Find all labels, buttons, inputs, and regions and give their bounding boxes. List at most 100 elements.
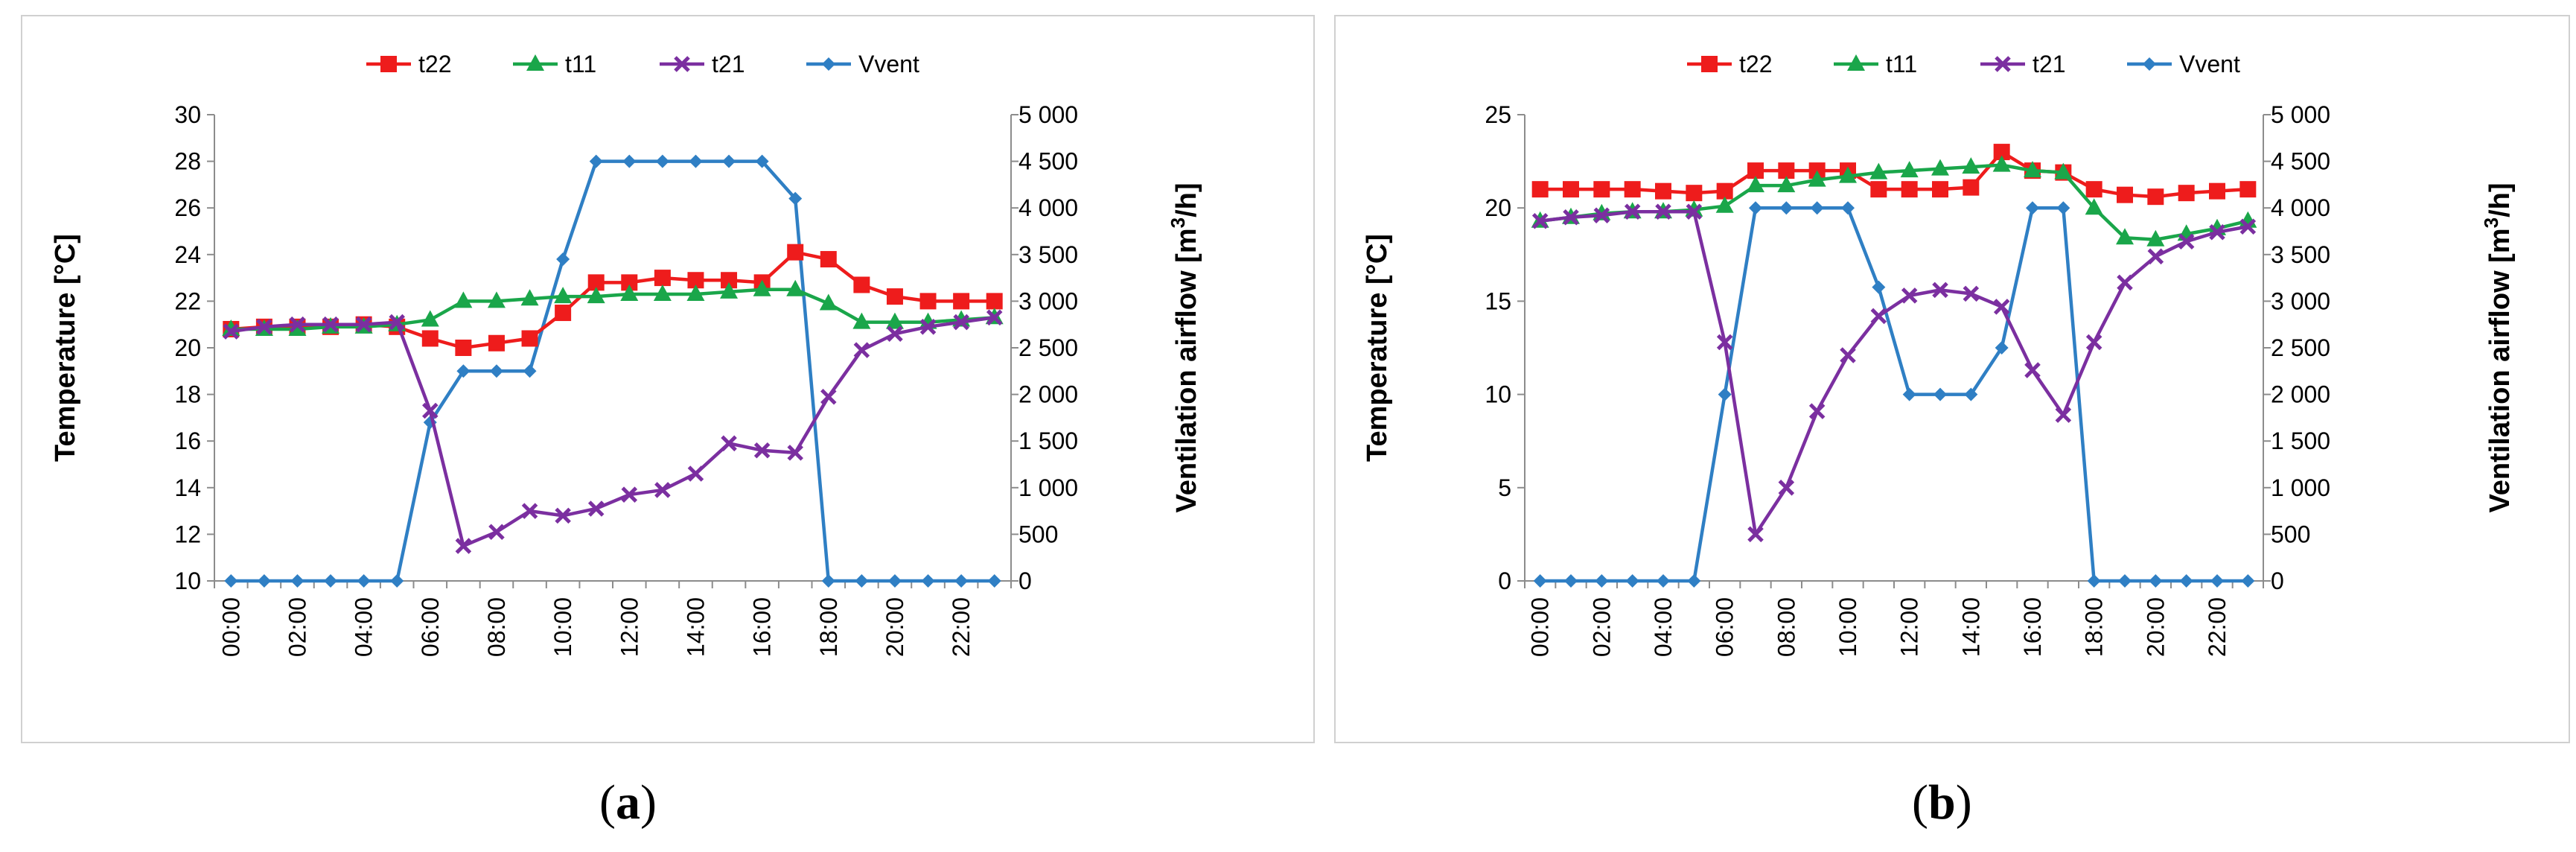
data-point-t22	[1993, 144, 2010, 161]
x-tick-label: 04:00	[1650, 597, 1677, 657]
data-point-t11	[2054, 162, 2073, 179]
data-point-t21	[2055, 407, 2072, 423]
x-tick-label: 12:00	[1896, 597, 1923, 657]
data-point-Vvent	[954, 574, 969, 588]
data-point-t11	[653, 284, 672, 302]
data-point-Vvent	[1533, 574, 1547, 588]
x-tick-label: 00:00	[1527, 597, 1554, 657]
y-axis-title: Temperature [°C]	[1362, 234, 1393, 462]
data-point-t22	[421, 330, 439, 347]
data-point-t11	[487, 291, 506, 308]
data-point-t11	[720, 282, 739, 299]
data-point-t22	[587, 274, 605, 291]
x-tick-label: 16:00	[749, 597, 776, 657]
data-point-t21	[621, 486, 638, 503]
data-point-t22	[1870, 181, 1887, 198]
data-point-t11	[819, 293, 838, 311]
data-point-t11	[786, 279, 805, 296]
y2-tick-label: 2 000	[2271, 381, 2330, 408]
data-point-t21	[2178, 233, 2195, 250]
y-tick-label: 18	[174, 381, 201, 408]
data-point-t21	[555, 507, 571, 524]
legend-label-t22: t22	[1739, 51, 1772, 77]
data-point-t21	[1993, 299, 2010, 315]
series-t21	[223, 309, 1003, 554]
legend-marker-t11	[1847, 54, 1865, 71]
y2-tick-label: 1 000	[1018, 474, 1078, 501]
data-point-t22	[455, 340, 472, 356]
y2-tick-label: 3 500	[1018, 241, 1078, 268]
x-tick-label: 14:00	[1957, 597, 1984, 657]
data-point-t11	[885, 312, 904, 329]
data-point-t21	[223, 323, 240, 340]
data-point-Vvent	[755, 154, 769, 168]
x-tick-label: 04:00	[351, 597, 377, 657]
y2-tick-label: 1 500	[2271, 427, 2330, 454]
y-tick-label: 22	[174, 287, 201, 314]
legend-label-t22: t22	[418, 51, 451, 77]
data-point-Vvent	[855, 574, 869, 588]
data-point-Vvent	[622, 154, 637, 168]
legend-marker-t21	[674, 56, 690, 72]
data-point-t22	[521, 330, 538, 347]
x-tick-label: 22:00	[948, 597, 975, 657]
data-point-t21	[2239, 218, 2257, 235]
data-point-t22	[2239, 181, 2257, 198]
data-point-Vvent	[1995, 341, 2009, 355]
data-point-Vvent	[2210, 574, 2224, 588]
data-point-t21	[1563, 209, 1579, 226]
data-point-t22	[1747, 162, 1764, 179]
chart-panel-b: 0 5 10 15 20 25 0 500 1 000 1 500 2 000 2 500 3 000 3…	[1334, 15, 2570, 743]
data-point-t22	[1531, 181, 1549, 198]
data-point-t22	[820, 251, 837, 268]
data-point-t21	[1840, 347, 1856, 363]
x-tick-label: 02:00	[1588, 597, 1615, 657]
data-point-t22	[654, 270, 671, 287]
series-Vvent	[224, 154, 1001, 588]
data-point-t11	[852, 312, 871, 329]
data-point-t22	[1593, 181, 1610, 198]
legend-label-t21: t21	[712, 51, 745, 77]
data-point-Vvent	[987, 574, 1001, 588]
data-point-t11	[288, 319, 307, 336]
data-point-t22	[555, 305, 572, 322]
data-point-t21	[919, 319, 937, 335]
x-tick-label: 12:00	[616, 597, 643, 657]
x-tick-label: 06:00	[417, 597, 444, 657]
legend-marker-Vvent	[2143, 57, 2156, 71]
data-point-t22	[953, 293, 970, 310]
data-point-t22	[621, 274, 638, 291]
data-point-t11	[1900, 161, 1919, 178]
data-point-t22	[488, 334, 505, 352]
y-tick-label: 16	[174, 427, 201, 454]
series-line-t21	[230, 316, 995, 548]
data-point-t21	[521, 503, 538, 519]
data-point-t21	[422, 402, 439, 419]
y-tick-label: 20	[174, 334, 201, 361]
x-tick-label: 08:00	[1773, 597, 1799, 657]
data-point-t22	[787, 244, 804, 261]
data-point-Vvent	[324, 574, 338, 588]
y2-tick-label: 5 000	[2271, 101, 2330, 128]
data-point-Vvent	[689, 154, 703, 168]
data-point-Vvent	[2179, 574, 2193, 588]
y2-tick-label: 4 000	[2271, 194, 2330, 221]
data-point-t21	[986, 309, 1003, 326]
y2-tick-label: 2 500	[2271, 334, 2330, 361]
data-point-t21	[753, 442, 771, 459]
chart-b-svg: 0 5 10 15 20 25 0 500 1 000 1 500 2 000 2 500 3 000 3…	[1362, 51, 2516, 657]
data-point-t21	[587, 500, 605, 517]
data-point-t22	[886, 288, 903, 305]
y-tick-label: 14	[174, 474, 201, 501]
data-point-Vvent	[390, 574, 404, 588]
data-point-t22	[2178, 185, 2195, 202]
data-point-Vvent	[1564, 574, 1578, 588]
series-line-t22	[1540, 150, 2248, 199]
y-tick-label: 28	[174, 148, 201, 175]
data-point-Vvent	[2026, 201, 2039, 215]
series-line-Vvent	[1540, 206, 2248, 583]
data-point-t11	[421, 310, 439, 327]
data-point-t21	[721, 435, 737, 452]
y-tick-label: 20	[1485, 194, 1511, 221]
data-point-Vvent	[2149, 574, 2163, 588]
